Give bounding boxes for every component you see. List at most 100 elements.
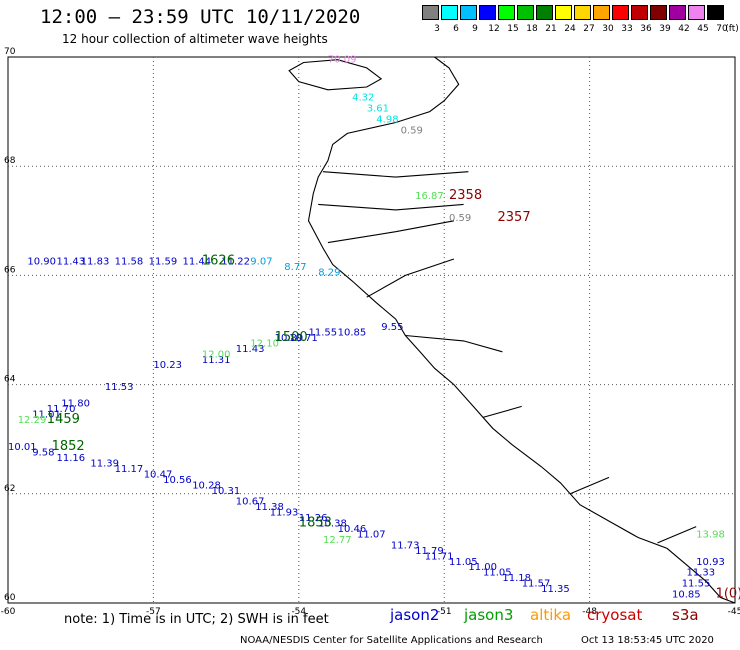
colorbar-label: 70 — [716, 24, 728, 34]
wave-height-label: 11.39 — [90, 459, 119, 470]
wave-height-label: 11.55 — [682, 579, 711, 590]
wave-height-label: 12.10 — [250, 338, 279, 349]
wave-height-label: 10.01 — [8, 442, 37, 453]
colorbar-label: 18 — [526, 24, 538, 34]
colorbar-swatch — [555, 5, 572, 20]
wave-height-label: 12.00 — [202, 349, 231, 360]
coastline-fjord — [322, 171, 469, 178]
wave-height-label: 8.77 — [284, 262, 306, 273]
wave-height-label: 0.59 — [401, 125, 423, 136]
wave-height-label: 10.47 — [144, 469, 173, 480]
longitude-tick-label: -45 — [728, 607, 740, 617]
longitude-tick-label: -57 — [146, 607, 161, 617]
wave-height-label: 11.71 — [425, 551, 454, 562]
wave-height-label: 12.77 — [323, 535, 352, 546]
wave-height-label: 11.73 — [391, 540, 420, 551]
latitude-tick-label: 60 — [4, 593, 16, 603]
wave-height-label: 10.85 — [672, 590, 701, 601]
map-frame — [7, 56, 736, 604]
coastline-fjord — [405, 334, 503, 353]
wave-height-label: 10.89 — [275, 333, 304, 344]
wave-height-label: 11.22 — [221, 257, 250, 268]
colorbar-label: 9 — [472, 24, 478, 34]
wave-height-label: 11.83 — [81, 257, 110, 268]
wave-height-label: 11.59 — [149, 257, 178, 268]
colorbar-swatch — [460, 5, 477, 20]
wave-height-label: 9.07 — [250, 257, 272, 268]
colorbar-swatch — [517, 5, 534, 20]
wave-height-label: 11.18 — [502, 573, 531, 584]
colorbar-label: 42 — [678, 24, 690, 34]
wave-height-label: 10.56 — [163, 475, 192, 486]
latitude-tick-label: 62 — [4, 484, 15, 494]
footer-credit: NOAA/NESDIS Center for Satellite Applica… — [240, 635, 543, 646]
satellite-legend-item: s3a — [672, 606, 699, 624]
wave-height-label: 11.79 — [415, 546, 444, 557]
footer-timestamp: Oct 13 18:53:45 UTC 2020 — [581, 635, 714, 646]
satellite-legend-item: jason2 — [390, 606, 440, 624]
wave-height-label: 11.17 — [115, 464, 144, 475]
wave-height-label: 16.87 — [415, 191, 444, 202]
greenland-coastline — [288, 56, 736, 604]
wave-height-label: 10.31 — [212, 486, 241, 497]
longitude-tick-label: -60 — [1, 607, 16, 617]
coastline-fjord — [482, 405, 522, 418]
colorbar-label: 39 — [659, 24, 671, 34]
pass-time-label: 1459 — [47, 412, 80, 427]
map-subtitle: 12 hour collection of altimeter wave hei… — [62, 32, 328, 46]
colorbar-swatch — [669, 5, 686, 20]
coastline-fjord — [569, 476, 610, 495]
colorbar-label: 12 — [488, 24, 500, 34]
wave-height-label: 0.59 — [449, 213, 471, 224]
wave-height-label: 11.55 — [309, 328, 338, 339]
longitude-tick-label: -51 — [437, 607, 452, 617]
wave-height-label: 3.61 — [367, 104, 389, 115]
wave-height-label: 9.55 — [381, 322, 403, 333]
pass-time-label: 1852 — [52, 439, 85, 454]
wave-height-label: 12.29 — [18, 415, 47, 426]
wave-height-label: 11.70 — [47, 404, 76, 415]
colorbar-label: 30 — [602, 24, 614, 34]
wave-height-label: 11.31 — [202, 355, 231, 366]
coastline-main — [307, 56, 736, 604]
wave-height-label: 10.38 — [318, 519, 347, 530]
wave-height-label: 10.93 — [696, 557, 725, 568]
wave-height-label: 11.35 — [541, 584, 570, 595]
latitude-tick-label: 68 — [4, 156, 16, 166]
colorbar-label: 3 — [434, 24, 440, 34]
wave-height-label: 11.05 — [449, 557, 478, 568]
wave-height-label: 11.16 — [57, 453, 86, 464]
colorbar-label: 24 — [564, 24, 576, 34]
wave-height-label: 11.44 — [183, 257, 212, 268]
map-title: 12:00 — 23:59 UTC 10/11/2020 — [40, 6, 361, 28]
colorbar-label: 36 — [640, 24, 652, 34]
colorbar-swatch — [536, 5, 553, 20]
colorbar-label: 15 — [507, 24, 519, 34]
wave-height-label: 11.43 — [236, 344, 265, 355]
wave-height-label: 10.46 — [338, 524, 367, 535]
latitude-tick-label: 70 — [4, 47, 16, 57]
colorbar-swatch — [707, 5, 724, 20]
colorbar-swatch — [612, 5, 629, 20]
colorbar-swatch — [593, 5, 610, 20]
coastline-fjord — [327, 220, 455, 244]
wave-height-label: 11.38 — [255, 502, 284, 513]
wave-height-label: 4.98 — [376, 115, 398, 126]
colorbar-label: 27 — [583, 24, 595, 34]
wave-height-label: 11.93 — [270, 508, 299, 519]
wave-height-label: 10.85 — [338, 328, 367, 339]
wave-height-label: 10.67 — [236, 497, 265, 508]
wave-height-label: 10.23 — [153, 360, 182, 371]
coastline-fjord — [318, 203, 464, 211]
pass-time-label: 2357 — [498, 210, 531, 225]
longitude-tick-label: -48 — [582, 607, 597, 617]
colorbar-swatch — [479, 5, 496, 20]
colorbar-swatch — [422, 5, 439, 20]
pass-time-label: 1626 — [202, 254, 235, 269]
latitude-tick-label: 64 — [4, 375, 16, 385]
satellite-legend-item: cryosat — [587, 606, 643, 624]
pass-time-label: 2358 — [449, 188, 482, 203]
wave-height-label: 11.58 — [115, 257, 144, 268]
wave-height-label: 10.90 — [27, 257, 56, 268]
